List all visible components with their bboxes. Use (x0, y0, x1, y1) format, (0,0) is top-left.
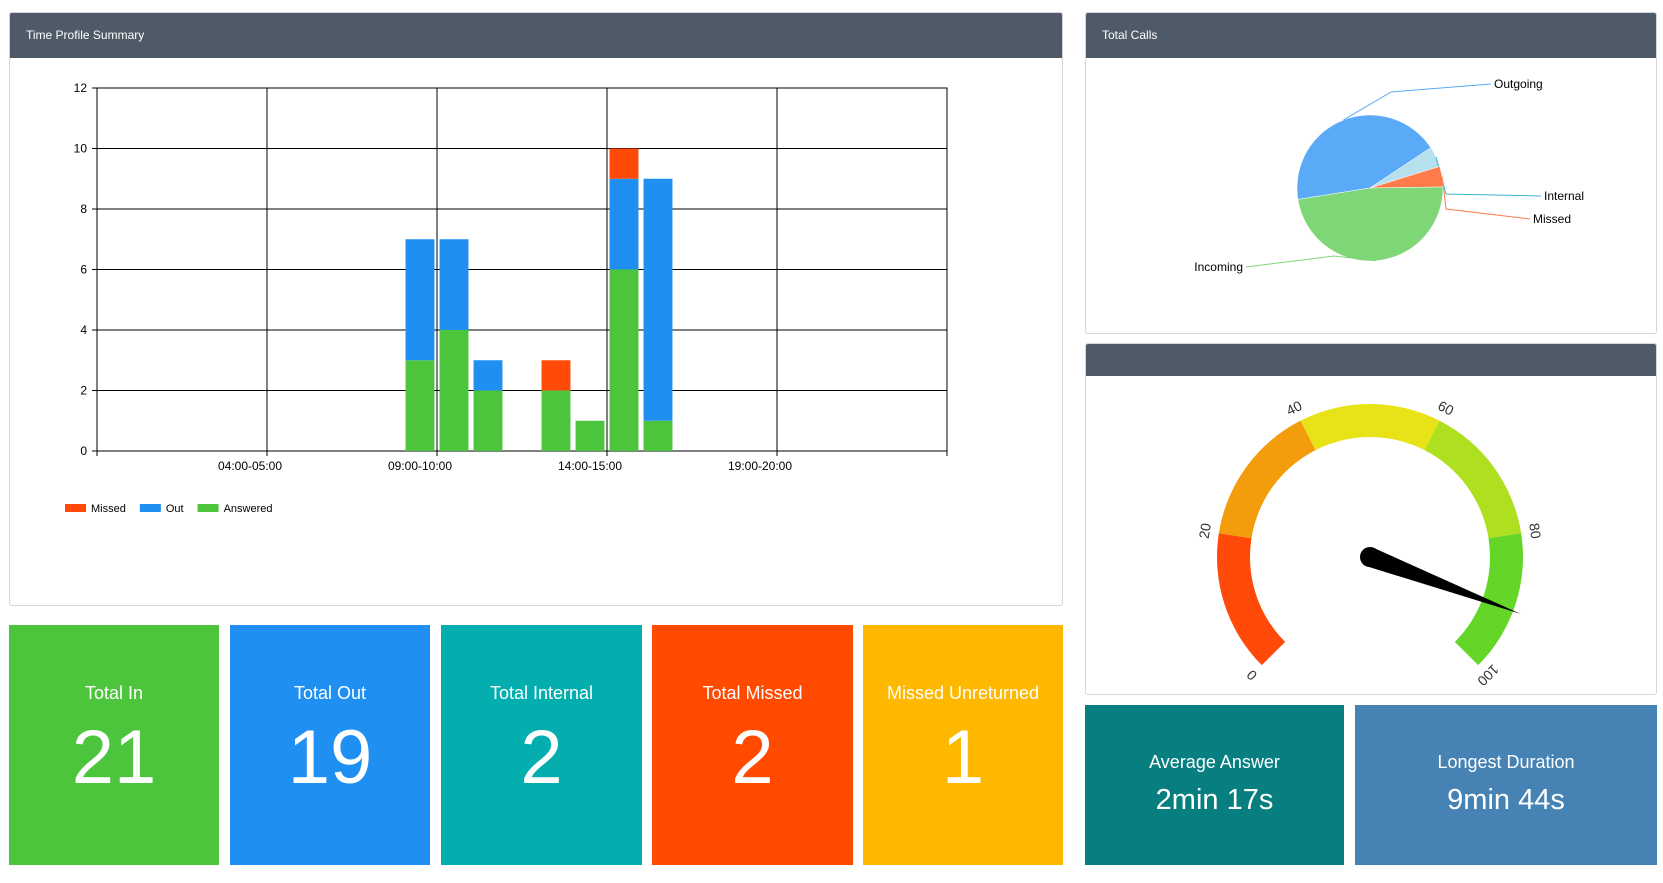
y-tick-label: 4 (80, 323, 87, 337)
stat-longest-duration: Longest Duration 9min 44s (1355, 705, 1657, 865)
gauge-band-40-60 (1300, 404, 1440, 451)
tile-total-missed-label: Total Missed (702, 683, 803, 703)
bar-out (473, 360, 503, 391)
pie-label-internal: Internal (1544, 189, 1584, 203)
x-tick-label: 19:00-20:00 (728, 459, 792, 473)
pie-leader-outgoing (1343, 83, 1492, 121)
y-tick-label: 2 (80, 384, 87, 398)
legend-swatch-answered (197, 504, 219, 512)
tile-missed-unreturned-value: 1 (941, 715, 985, 800)
gauge-chart: 0 20 40 60 80 100 (1196, 397, 1545, 689)
total-calls-pie: Outgoing Internal Missed Incoming (1194, 77, 1584, 274)
pie-label-missed: Missed (1533, 212, 1571, 226)
tile-total-missed: Total Missed 2 (652, 625, 853, 865)
x-tick-label: 04:00-05:00 (218, 459, 282, 473)
tile-missed-unreturned-label: Missed Unreturned (886, 683, 1040, 703)
tile-total-out: Total Out 19 (230, 625, 430, 865)
gauge-tick-label: 40 (1283, 397, 1304, 418)
x-tick-label: 14:00-15:00 (558, 459, 622, 473)
tile-missed-unreturned: Missed Unreturned 1 (863, 625, 1063, 865)
stat-average-answer-value: 2min 17s (1155, 784, 1274, 816)
y-tick-label: 6 (80, 263, 87, 277)
gauge-band-20-40 (1218, 420, 1316, 539)
stat-longest-duration-label: Longest Duration (1437, 752, 1575, 772)
gauge-tick-label: 80 (1526, 522, 1544, 540)
stat-longest-duration-value: 9min 44s (1447, 784, 1565, 816)
bar-out (609, 178, 639, 270)
time-profile-panel: Time Profile Summary 0 2 4 6 8 10 12 04:00-05:0… (9, 12, 1063, 606)
gauge-header (1086, 344, 1656, 376)
bar-out (405, 239, 435, 361)
tile-total-internal-value: 2 (520, 715, 563, 800)
tile-total-internal: Total Internal 2 (441, 625, 642, 865)
legend-swatch-missed (65, 504, 86, 512)
gauge-band-80-100 (1454, 533, 1523, 666)
bar-answered (609, 269, 639, 451)
total-calls-panel: Total Calls Outgoing Internal Missed Incomi… (1085, 12, 1657, 334)
bar-out (439, 239, 469, 330)
bar-missed (609, 148, 639, 179)
gauge-panel: 0 20 40 60 80 100 (1085, 343, 1657, 695)
bar-answered (643, 420, 673, 451)
gauge-hub (1360, 547, 1380, 567)
tile-total-internal-label: Total Internal (489, 683, 594, 703)
tile-total-out-label: Total Out (293, 683, 367, 703)
y-tick-label: 10 (74, 142, 88, 156)
bar-answered (439, 330, 469, 451)
pie-leader-internal (1435, 156, 1542, 197)
tile-total-in: Total In 21 (9, 625, 219, 865)
bar-missed (541, 360, 571, 391)
y-tick-label: 12 (74, 81, 88, 95)
tile-total-missed-value: 2 (731, 715, 774, 800)
bar-answered (541, 390, 571, 451)
bar-answered (575, 420, 605, 451)
x-tick-label: 09:00-10:00 (388, 459, 452, 473)
gauge-needle (1364, 546, 1521, 614)
pie-label-incoming: Incoming (1194, 260, 1243, 274)
legend-label-missed: Missed (91, 503, 126, 515)
gauge-tick-label: 100 (1474, 661, 1502, 689)
total-calls-title: Total Calls (1086, 13, 1656, 58)
time-profile-title: Time Profile Summary (10, 13, 1062, 58)
stat-average-answer: Average Answer 2min 17s (1085, 705, 1344, 865)
tile-total-out-value: 19 (287, 715, 373, 800)
legend-label-out: Out (166, 503, 184, 515)
bar-out (643, 178, 673, 421)
y-tick-label: 0 (80, 444, 87, 458)
pie-leader-missed (1441, 176, 1531, 220)
legend-swatch-out (139, 504, 161, 512)
bar-answered (405, 360, 435, 451)
gauge-band-0-20 (1217, 533, 1286, 666)
gauge-tick-label: 0 (1243, 667, 1260, 684)
legend-label-answered: Answered (224, 503, 273, 515)
y-tick-label: 8 (80, 202, 87, 216)
bar-answered (473, 390, 503, 451)
pie-slice-incoming (1297, 186, 1444, 262)
pie-leader-incoming (1245, 255, 1377, 268)
time-profile-chart: 0 2 4 6 8 10 12 04:00-05:00 09:00-10:00 14:00-15:… (65, 81, 948, 515)
pie-label-outgoing: Outgoing (1494, 77, 1543, 91)
tile-total-in-value: 21 (71, 715, 157, 800)
stat-average-answer-label: Average Answer (1149, 752, 1280, 772)
tile-total-in-label: Total In (84, 683, 144, 703)
gauge-tick-label: 20 (1196, 522, 1214, 540)
gauge-band-60-80 (1424, 420, 1522, 539)
gauge-tick-label: 60 (1435, 397, 1456, 418)
